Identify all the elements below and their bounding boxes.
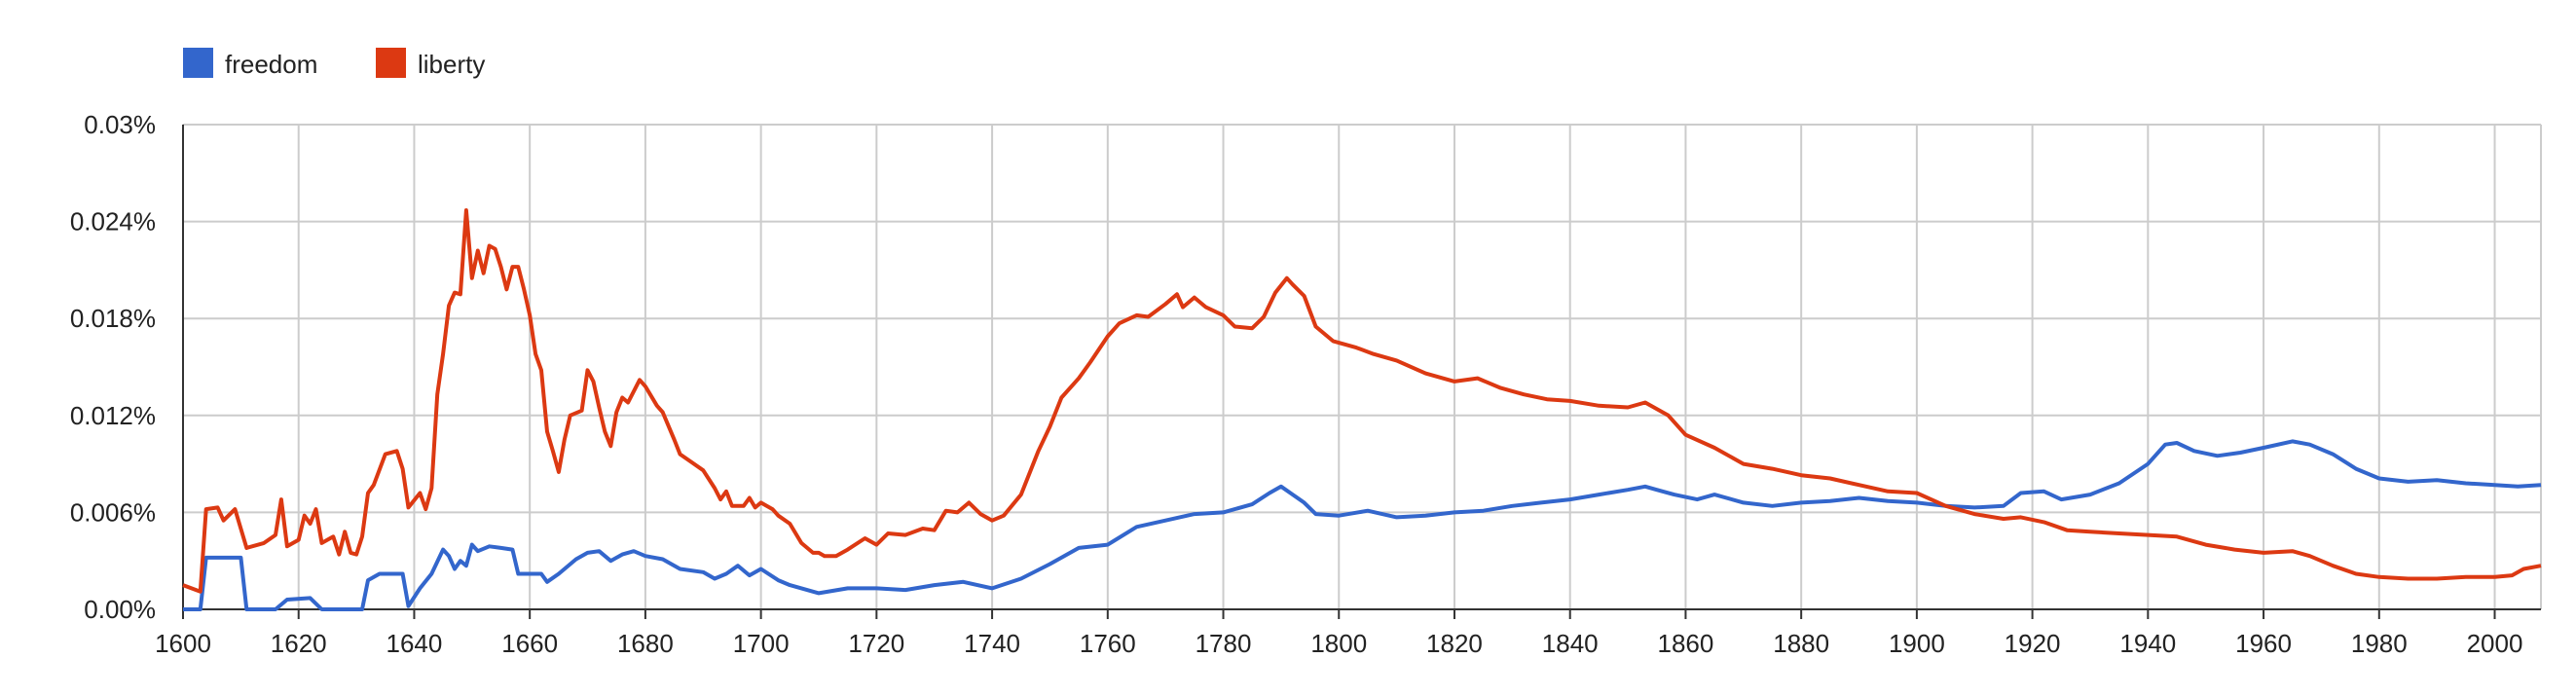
x-tick-label: 1980: [2351, 629, 2408, 658]
series-line-liberty[interactable]: [182, 208, 2542, 594]
x-tick-label: 1960: [2235, 629, 2292, 658]
x-tick-label: 1840: [1542, 629, 1599, 658]
series-line-freedom[interactable]: [183, 439, 2542, 611]
x-tick-label: 1620: [271, 629, 327, 658]
y-tick-label: 0.03%: [84, 110, 156, 139]
legend-item-liberty[interactable]: liberty: [376, 48, 485, 79]
tick-labels: 0.00% 0.006% 0.012% 0.018% 0.024% 0.03% 1600 16…: [70, 110, 2523, 658]
x-tick-label: 1660: [501, 629, 558, 658]
x-tick-label: 1720: [848, 629, 904, 658]
x-tick-label: 1900: [1889, 629, 1945, 658]
legend-label-liberty: liberty: [418, 50, 485, 79]
grid: [183, 124, 2542, 609]
x-tick-label: 1640: [386, 629, 443, 658]
legend-label-freedom: freedom: [225, 50, 317, 79]
legend[interactable]: freedom liberty: [183, 48, 485, 79]
y-tick-label: 0.012%: [70, 401, 156, 430]
x-tick-label: 1880: [1773, 629, 1829, 658]
x-tick-label: 1740: [964, 629, 1020, 658]
series-lines: [182, 208, 2542, 611]
legend-swatch-freedom: [183, 48, 213, 78]
x-tick-label: 1600: [155, 629, 211, 658]
x-tick-label: 1820: [1426, 629, 1483, 658]
x-tick-label: 2000: [2467, 629, 2523, 658]
x-tick-label: 1680: [617, 629, 674, 658]
y-tick-label: 0.00%: [84, 595, 156, 624]
x-tick-label: 1760: [1080, 629, 1136, 658]
legend-swatch-liberty: [376, 48, 406, 78]
x-tick-label: 1940: [2119, 629, 2176, 658]
y-tick-label: 0.018%: [70, 304, 156, 333]
legend-item-freedom[interactable]: freedom: [183, 48, 317, 79]
x-tick-label: 1860: [1658, 629, 1714, 658]
axes: [182, 125, 2541, 619]
y-tick-label: 0.024%: [70, 207, 156, 237]
x-tick-label: 1920: [2005, 629, 2061, 658]
x-tick-label: 1800: [1310, 629, 1367, 658]
x-tick-label: 1700: [733, 629, 790, 658]
y-tick-label: 0.006%: [70, 497, 156, 527]
x-tick-label: 1780: [1196, 629, 1252, 658]
